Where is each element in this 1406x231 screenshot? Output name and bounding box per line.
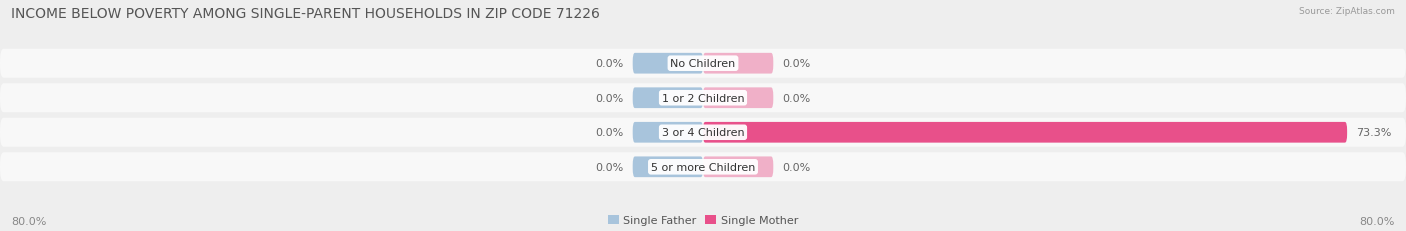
- FancyBboxPatch shape: [0, 153, 1406, 182]
- FancyBboxPatch shape: [633, 88, 703, 109]
- Text: 3 or 4 Children: 3 or 4 Children: [662, 128, 744, 138]
- FancyBboxPatch shape: [703, 122, 1347, 143]
- Text: 1 or 2 Children: 1 or 2 Children: [662, 93, 744, 103]
- Text: No Children: No Children: [671, 59, 735, 69]
- Text: 0.0%: 0.0%: [596, 128, 624, 138]
- Legend: Single Father, Single Mother: Single Father, Single Mother: [607, 215, 799, 225]
- FancyBboxPatch shape: [0, 49, 1406, 78]
- Text: 80.0%: 80.0%: [11, 216, 46, 226]
- Text: 0.0%: 0.0%: [596, 162, 624, 172]
- FancyBboxPatch shape: [0, 84, 1406, 113]
- Text: Source: ZipAtlas.com: Source: ZipAtlas.com: [1299, 7, 1395, 16]
- FancyBboxPatch shape: [633, 122, 703, 143]
- Text: 80.0%: 80.0%: [1360, 216, 1395, 226]
- FancyBboxPatch shape: [703, 54, 773, 74]
- Text: 5 or more Children: 5 or more Children: [651, 162, 755, 172]
- FancyBboxPatch shape: [633, 54, 703, 74]
- FancyBboxPatch shape: [633, 157, 703, 177]
- Text: 0.0%: 0.0%: [596, 59, 624, 69]
- Text: 0.0%: 0.0%: [782, 93, 810, 103]
- FancyBboxPatch shape: [703, 157, 773, 177]
- FancyBboxPatch shape: [0, 118, 1406, 147]
- Text: 73.3%: 73.3%: [1355, 128, 1392, 138]
- Text: 0.0%: 0.0%: [782, 59, 810, 69]
- Text: 0.0%: 0.0%: [596, 93, 624, 103]
- Text: 0.0%: 0.0%: [782, 162, 810, 172]
- Text: INCOME BELOW POVERTY AMONG SINGLE-PARENT HOUSEHOLDS IN ZIP CODE 71226: INCOME BELOW POVERTY AMONG SINGLE-PARENT…: [11, 7, 600, 21]
- FancyBboxPatch shape: [703, 88, 773, 109]
